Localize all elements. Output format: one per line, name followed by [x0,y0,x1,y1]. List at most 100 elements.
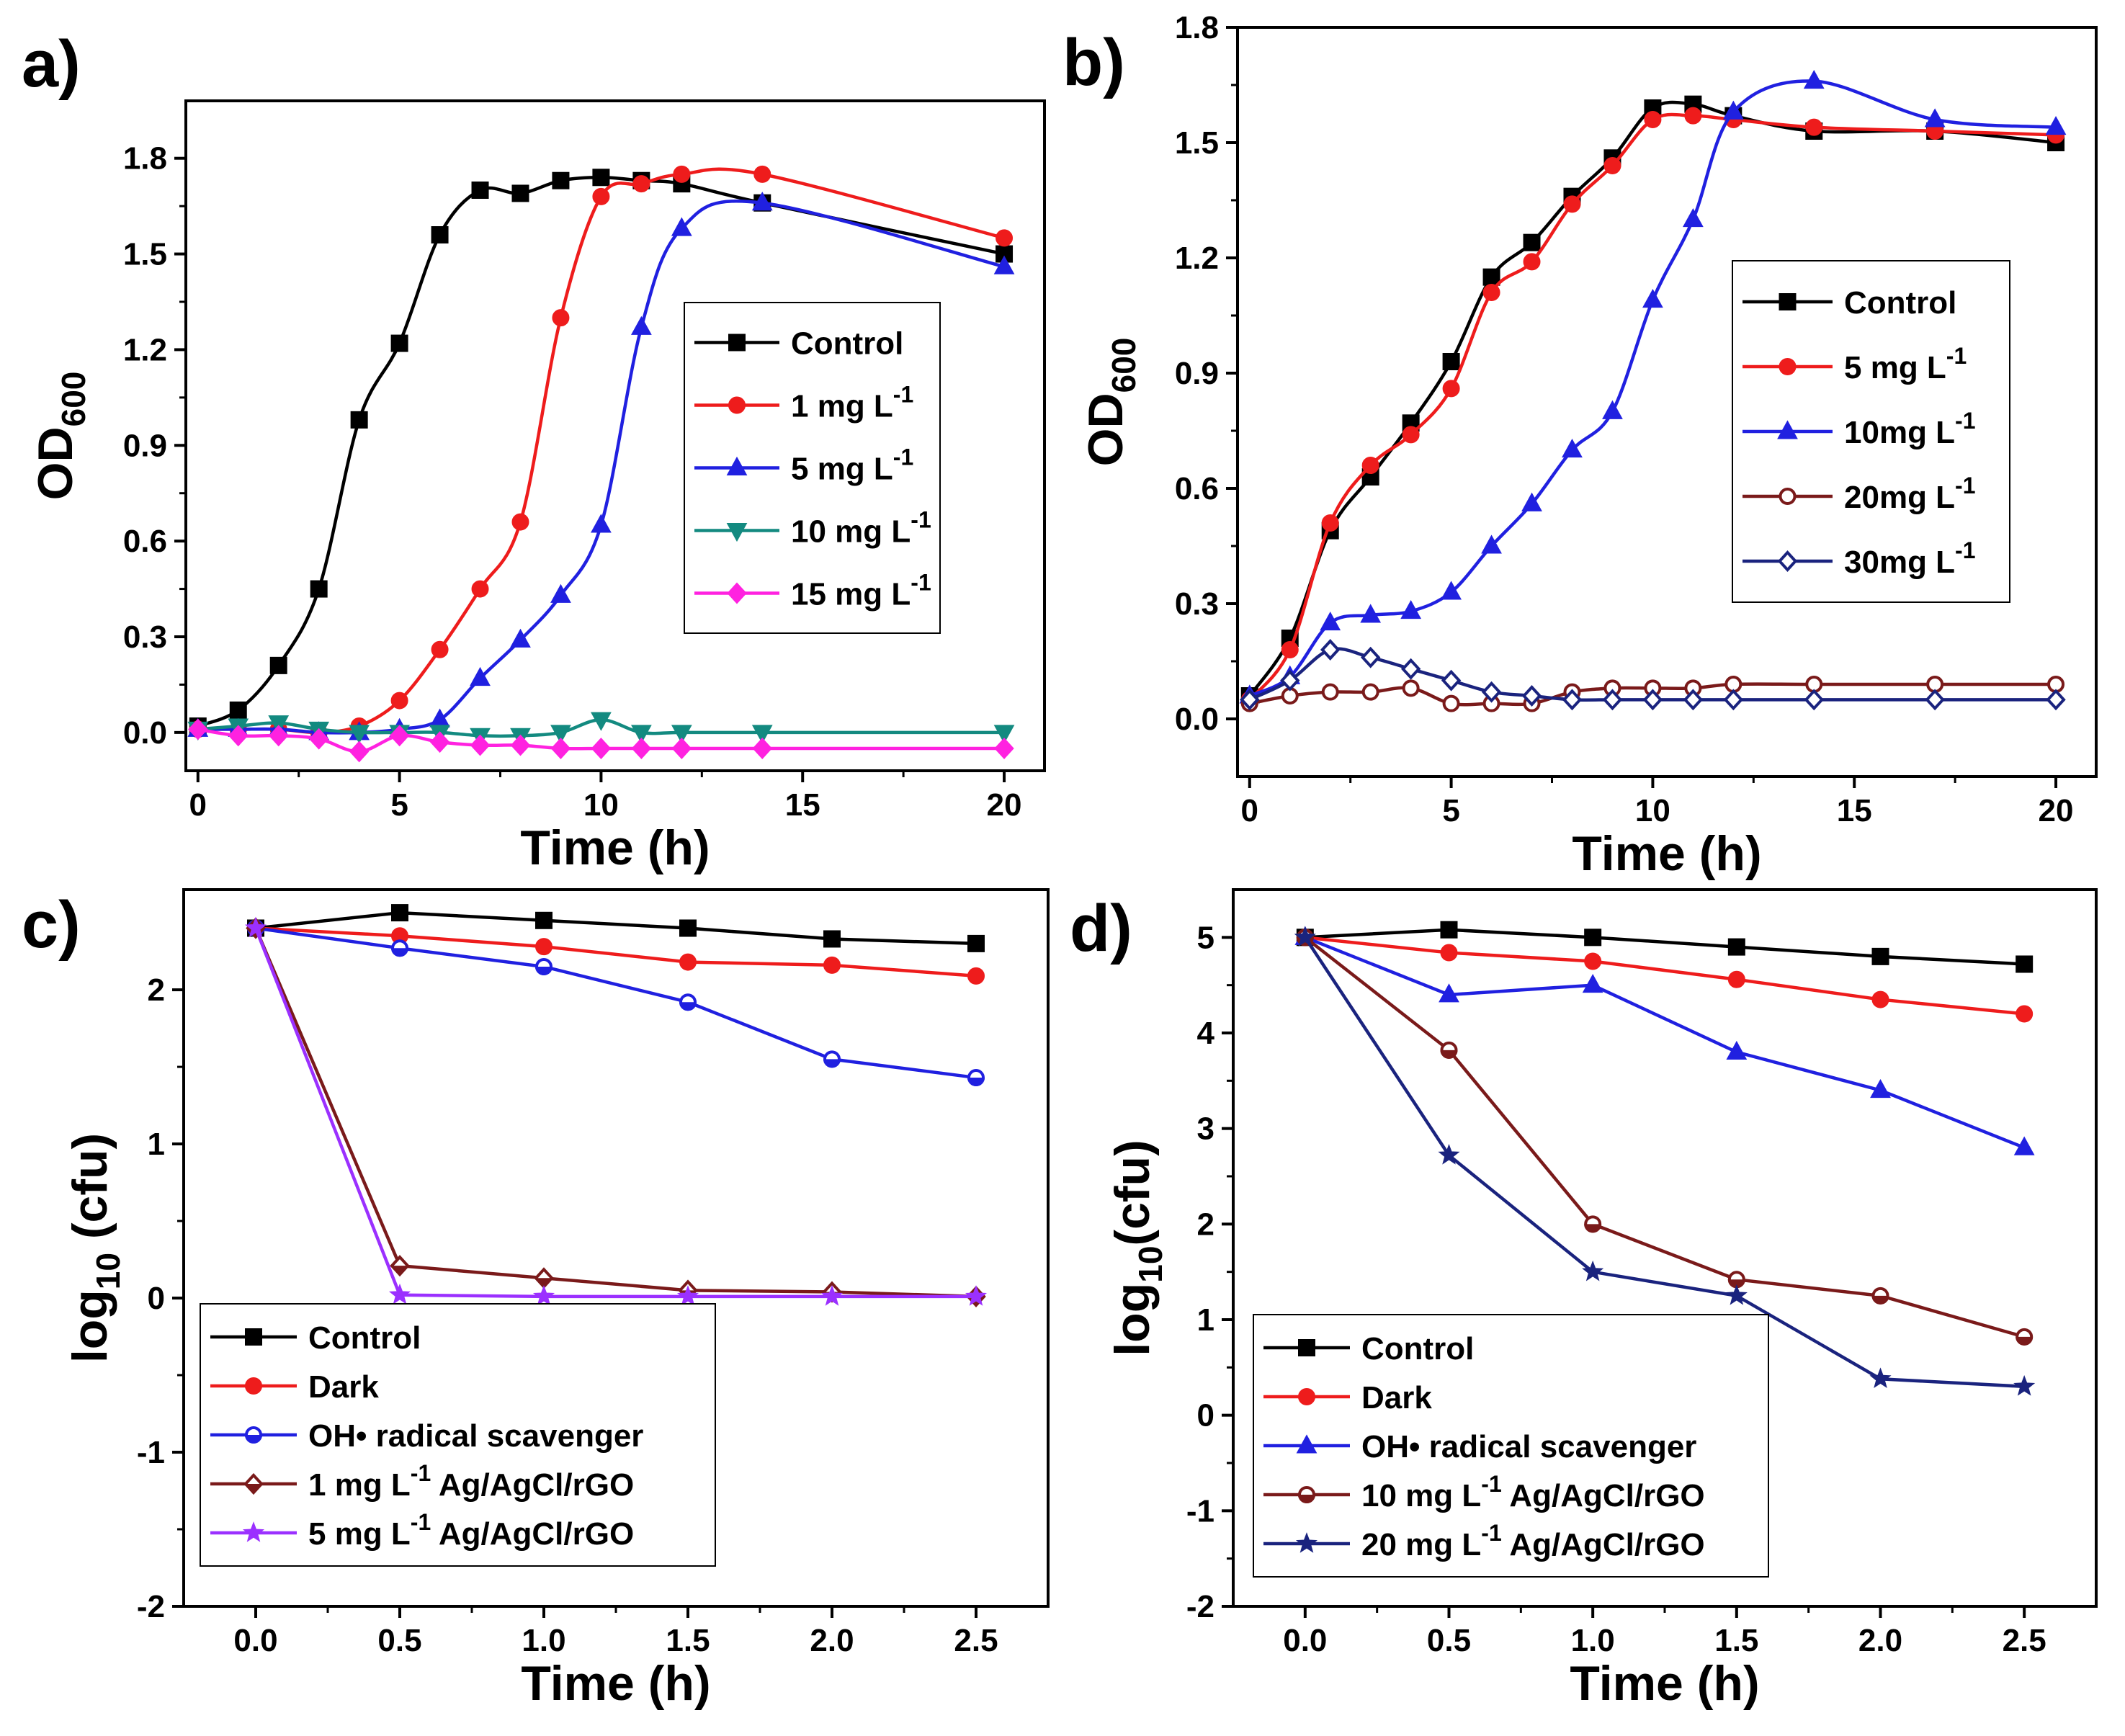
data-point [1644,111,1662,128]
x-axis-label: Time (h) [521,1656,710,1711]
data-point [1582,974,1603,993]
y-tick-label: 0.9 [123,428,167,463]
y-tick-label: -1 [1186,1493,1214,1529]
data-point [823,930,841,948]
panel-label: c) [22,888,81,962]
data-point [1603,157,1621,174]
data-point [1521,685,1542,707]
legend-item: 10 mg L-1 Ag/AgCl/rGO [1263,1471,1705,1513]
data-point [1563,195,1581,213]
data-point-half [535,966,552,975]
x-axis-label: Time (h) [1570,1656,1759,1711]
legend-label: Control [1361,1331,1474,1366]
data-point [535,938,552,956]
data-point [1805,118,1823,136]
data-point-half [679,1002,697,1011]
legend-item: 5 mg L-1 [1742,343,1967,385]
legend-item: Control [1263,1331,1474,1366]
y-axis-label: log10(cfu) [1105,1140,1169,1356]
data-point [1870,1078,1891,1099]
legend-item: 1 mg L-1 Ag/AgCl/rGO [210,1460,634,1503]
data-point [1602,400,1623,419]
legend-label: OH• radical scavenger [1361,1429,1696,1464]
series-10mg-l-2 [1239,70,2067,704]
data-point [753,165,771,183]
data-point [510,628,531,648]
data-point [431,226,449,243]
data-point [676,1285,699,1306]
legend-label: 5 mg L-1 [1844,343,1967,385]
series-line [197,717,1005,738]
data-point [1400,600,1422,619]
data-point [550,738,571,759]
legend-marker [1777,420,1798,439]
panel-label: b) [1062,26,1125,99]
data-point [679,919,697,937]
series-line [254,927,976,1299]
x-axis-label: Time (h) [520,820,710,875]
y-tick-label: 5 [1197,920,1214,955]
data-point [429,731,450,753]
data-point [994,738,1014,759]
y-tick-label: 0 [148,1281,165,1316]
series-line [1305,928,2025,966]
y-tick-label: -2 [1186,1589,1214,1624]
data-point-half [2016,1336,2034,1346]
y-tick-label: 0.3 [123,619,167,655]
data-point [1562,439,1583,458]
legend-marker [1295,1532,1318,1553]
data-point [1602,689,1623,711]
data-point [1439,983,1459,1003]
data-point [1482,284,1500,301]
series-15-mg-l-4 [188,718,1014,763]
legend-marker [1779,293,1797,310]
y-axis-label: log10 (cfu) [63,1133,127,1363]
data-point [1925,689,1945,711]
y-axis-label: OD600 [1078,338,1142,467]
x-tick-label: 10 [1635,793,1670,828]
data-point-half [1871,1295,1889,1305]
series-line [1305,936,2025,1016]
legend-marker-half [1298,1495,1315,1503]
legend-item: 10 mg L-1 [694,507,931,550]
y-tick-label: 3 [1197,1111,1214,1147]
data-point [1321,683,1339,701]
data-point [1400,658,1421,680]
data-point [679,953,697,971]
series-dark-1 [247,919,985,985]
y-tick-label: 1.5 [1175,125,1219,161]
data-point [1360,604,1382,623]
panel-c: c) 0.0 0.5 1.0 1.5 2.0 2.5 -2 -1 0 1 2 Time (h) log10… [22,888,1050,1711]
legend: Control Dark OH• radical scavenger 10 mg L-… [1253,1314,1769,1578]
data-point [993,725,1015,744]
legend-item: Control [694,326,903,362]
data-point [1442,353,1460,370]
series-line [255,926,977,1080]
legend-label: 5 mg L-1 [791,444,913,487]
legend-item: Control [210,1320,421,1356]
plot-frame [184,99,1046,772]
data-point [967,967,985,985]
y-tick-label: 0.0 [123,715,167,751]
data-point [996,229,1014,247]
data-point [390,334,408,352]
legend-marker [728,334,746,352]
series-line [1303,936,2025,1389]
data-point [1440,921,1458,939]
data-point [1869,1367,1892,1389]
panel-label: d) [1070,892,1132,965]
legend-label: OH• radical scavenger [308,1418,643,1454]
legend-item: 5 mg L-1 [694,444,913,487]
legend-marker [245,1377,262,1395]
data-point [310,580,328,598]
data-point [823,956,841,974]
data-point [550,583,571,603]
legend-label: 20mg L-1 [1844,473,1976,515]
data-point [268,715,290,735]
data-point [1361,457,1379,474]
y-tick-label: 0.0 [1175,702,1219,737]
x-tick-label: 0.0 [233,1623,277,1658]
legend-item: 20mg L-1 [1742,473,1976,515]
data-point [1441,669,1462,692]
data-point [1441,581,1462,600]
